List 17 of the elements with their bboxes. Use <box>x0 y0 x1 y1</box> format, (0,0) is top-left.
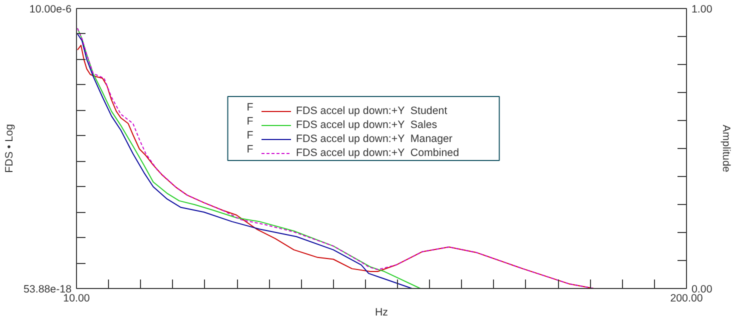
annotation: F <box>246 144 254 156</box>
legend-label: FDS accel up down:+Y Combined <box>296 146 460 160</box>
y-tick-label: 53.88e-18 <box>24 284 72 296</box>
y-axis-title: FDS • Log <box>4 124 16 173</box>
x-tick-label: 200.00 <box>670 292 703 304</box>
legend-label: FDS accel up down:+Y Manager <box>296 132 454 146</box>
x-axis-title: Hz <box>374 306 388 318</box>
annotation: F <box>246 130 254 142</box>
y2-axis-title: Amplitude <box>720 124 732 172</box>
x-tick-label: 10.00 <box>63 292 90 304</box>
annotation: F <box>246 102 254 114</box>
annotation: F <box>246 116 254 128</box>
legend-label: FDS accel up down:+Y Student <box>296 104 448 118</box>
y-tick-label: 10.00e-6 <box>29 4 72 16</box>
y2-tick-label: 1.00 <box>692 4 712 16</box>
legend-label: FDS accel up down:+Y Sales <box>296 118 438 132</box>
y2-tick-label: 0.00 <box>692 284 712 296</box>
